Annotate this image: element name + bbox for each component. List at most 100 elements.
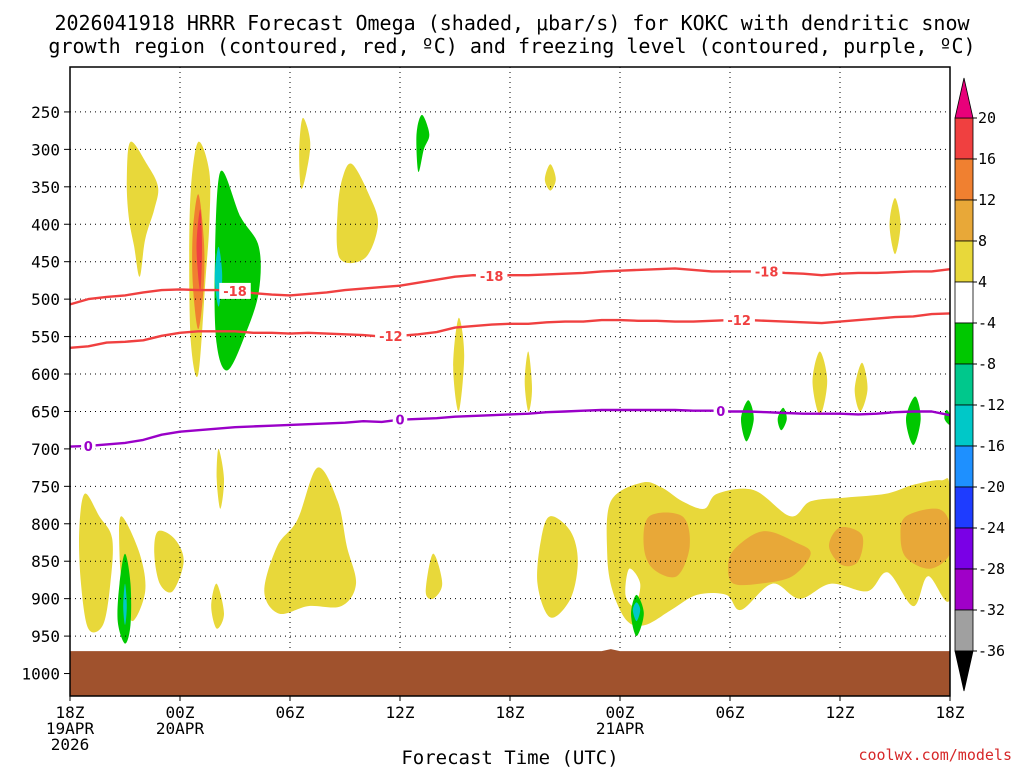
x-tick-label: 06Z bbox=[716, 703, 745, 722]
colorbar-label: -20 bbox=[978, 478, 1005, 496]
colorbar-bin bbox=[954, 363, 974, 406]
x-tick-label: 18Z bbox=[496, 703, 525, 722]
omega-region-green-7 bbox=[416, 114, 430, 173]
omega-region-teal-28 bbox=[123, 583, 127, 625]
y-tick-label: 900 bbox=[31, 590, 60, 609]
colorbar-label: 12 bbox=[978, 191, 996, 209]
omega-region-yellow-0 bbox=[126, 141, 159, 277]
credit-text: coolwx.com/models bbox=[858, 746, 1012, 764]
freezing-level-label-bg bbox=[713, 403, 729, 420]
freezing-level-label-bg bbox=[81, 437, 96, 454]
colorbar: 20 16 12 8 4 -4 -8 -12 -16 -20 -24 -28 -32 -36 bbox=[954, 77, 1005, 692]
colorbar-bin bbox=[954, 117, 974, 160]
omega-region-red-4 bbox=[196, 209, 202, 292]
omega-region-yellow-6 bbox=[299, 117, 311, 190]
omega-region-yellow-11 bbox=[524, 351, 532, 412]
dgz-top-label: -18 bbox=[755, 265, 779, 280]
colorbar-bin bbox=[954, 445, 974, 488]
omega-region-green-15 bbox=[740, 400, 754, 442]
freezing-level-label: 0 bbox=[84, 440, 93, 455]
dgz-top-label-bg bbox=[219, 282, 251, 299]
y-tick-label: 950 bbox=[31, 627, 60, 646]
omega-region-yellow-13 bbox=[812, 351, 828, 416]
dgz-bottom-label-bg bbox=[375, 328, 407, 345]
y-axis: 250 300 350 400 450 500 550 600 650 700 750 800 850 9… bbox=[21, 103, 70, 684]
y-tick-label: 600 bbox=[31, 365, 60, 384]
ground-layer bbox=[70, 649, 950, 696]
omega-region-teal-37 bbox=[632, 602, 641, 622]
temperature-contours: -18 -18 -18 -12 -12 0 0 0 bbox=[69, 263, 951, 455]
x-tick-label: 12Z bbox=[386, 703, 415, 722]
dgz-bottom-label-bg bbox=[723, 312, 755, 329]
colorbar-label: -24 bbox=[978, 519, 1005, 537]
colorbar-bin bbox=[954, 527, 974, 570]
omega-region-yellow-8 bbox=[336, 163, 379, 264]
colorbar-bin bbox=[954, 609, 974, 652]
freezing-level-label: 0 bbox=[395, 414, 404, 429]
x-tick-label: 19APR bbox=[46, 719, 95, 738]
y-tick-label: 800 bbox=[31, 515, 60, 534]
x-tick-label: 12Z bbox=[826, 703, 855, 722]
x-tick-label: 18Z bbox=[936, 703, 965, 722]
omega-region-orange-31 bbox=[728, 531, 811, 586]
dgz-top-label-bg bbox=[475, 267, 508, 284]
x-tick-label: 00Z bbox=[166, 703, 195, 722]
omega-region-yellow-25 bbox=[425, 553, 443, 600]
omega-region-yellow-10 bbox=[453, 317, 465, 412]
colorbar-label: -28 bbox=[978, 560, 1005, 578]
colorbar-bin bbox=[954, 322, 974, 365]
omega-region-yellow-12 bbox=[889, 198, 901, 255]
omega-region-green-2 bbox=[214, 170, 261, 371]
dgz-bottom-label: -12 bbox=[727, 314, 751, 329]
x-tick-label: 21APR bbox=[596, 719, 645, 738]
x-tick-label: 2026 bbox=[51, 735, 90, 754]
dgz-bottom-line bbox=[69, 312, 951, 349]
colorbar-label: -8 bbox=[978, 355, 996, 373]
dgz-top-label: -18 bbox=[480, 270, 504, 285]
colorbar-label: 20 bbox=[978, 109, 996, 127]
colorbar-label: -4 bbox=[978, 314, 996, 332]
y-tick-label: 650 bbox=[31, 402, 60, 421]
colorbar-bin bbox=[954, 404, 974, 447]
y-tick-label: 300 bbox=[31, 140, 60, 159]
freezing-level-label-bg bbox=[392, 411, 408, 428]
omega-region-orange-32 bbox=[828, 527, 864, 567]
y-tick-label: 350 bbox=[31, 178, 60, 197]
y-tick-label: 550 bbox=[31, 328, 60, 347]
dgz-bottom-label: -12 bbox=[379, 330, 403, 345]
y-tick-label: 450 bbox=[31, 253, 60, 272]
colorbar-label: -16 bbox=[978, 437, 1005, 455]
chart-title-line1: 2026041918 HRRR Forecast Omega (shaded, … bbox=[54, 11, 970, 35]
omega-region-yellow-22 bbox=[216, 448, 225, 509]
ground-fill bbox=[70, 649, 950, 696]
omega-region-yellow-9 bbox=[544, 164, 556, 191]
omega-region-yellow-21 bbox=[154, 530, 184, 593]
colorbar-top-arrow bbox=[954, 77, 974, 119]
x-axis-label: Forecast Time (UTC) bbox=[401, 747, 618, 768]
dgz-top-label: -18 bbox=[223, 285, 247, 300]
freezing-level-line bbox=[69, 408, 951, 448]
colorbar-bottom-arrow bbox=[954, 650, 974, 692]
y-tick-label: 500 bbox=[31, 290, 60, 309]
x-tick-label: 06Z bbox=[276, 703, 305, 722]
colorbar-bin bbox=[954, 199, 974, 242]
omega-region-yellow-14 bbox=[854, 362, 868, 412]
y-tick-label: 1000 bbox=[21, 665, 60, 684]
x-tick-label: 18Z bbox=[56, 703, 85, 722]
y-tick-label: 250 bbox=[31, 103, 60, 122]
y-tick-label: 850 bbox=[31, 552, 60, 571]
colorbar-label: -12 bbox=[978, 396, 1005, 414]
colorbar-bin bbox=[954, 240, 974, 283]
y-tick-label: 400 bbox=[31, 215, 60, 234]
colorbar-label: -32 bbox=[978, 601, 1005, 619]
omega-region-yellow-34 bbox=[80, 563, 104, 626]
colorbar-label: 16 bbox=[978, 150, 996, 168]
x-tick-label: 20APR bbox=[156, 719, 205, 738]
colorbar-bin bbox=[954, 486, 974, 529]
omega-region-orange-33 bbox=[900, 508, 950, 569]
colorbar-bin bbox=[954, 281, 974, 324]
dgz-top-label-bg bbox=[750, 263, 783, 280]
omega-shading bbox=[79, 114, 950, 644]
colorbar-bin bbox=[954, 568, 974, 611]
